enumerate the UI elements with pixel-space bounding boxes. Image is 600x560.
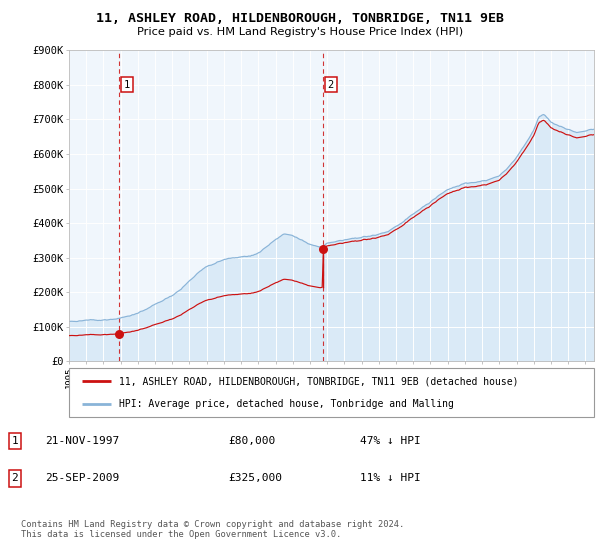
- Text: 2: 2: [11, 473, 19, 483]
- Text: Contains HM Land Registry data © Crown copyright and database right 2024.
This d: Contains HM Land Registry data © Crown c…: [21, 520, 404, 539]
- Text: 1: 1: [11, 436, 19, 446]
- Text: 47% ↓ HPI: 47% ↓ HPI: [360, 436, 421, 446]
- Text: 25-SEP-2009: 25-SEP-2009: [45, 473, 119, 483]
- Text: £80,000: £80,000: [228, 436, 275, 446]
- Text: 11, ASHLEY ROAD, HILDENBOROUGH, TONBRIDGE, TN11 9EB (detached house): 11, ASHLEY ROAD, HILDENBOROUGH, TONBRIDG…: [119, 376, 518, 386]
- Text: HPI: Average price, detached house, Tonbridge and Malling: HPI: Average price, detached house, Tonb…: [119, 399, 454, 409]
- Text: 2: 2: [328, 80, 334, 90]
- Text: 11% ↓ HPI: 11% ↓ HPI: [360, 473, 421, 483]
- Text: Price paid vs. HM Land Registry's House Price Index (HPI): Price paid vs. HM Land Registry's House …: [137, 27, 463, 37]
- FancyBboxPatch shape: [69, 368, 594, 417]
- Text: 21-NOV-1997: 21-NOV-1997: [45, 436, 119, 446]
- Text: 1: 1: [124, 80, 130, 90]
- Text: 11, ASHLEY ROAD, HILDENBOROUGH, TONBRIDGE, TN11 9EB: 11, ASHLEY ROAD, HILDENBOROUGH, TONBRIDG…: [96, 12, 504, 25]
- Text: £325,000: £325,000: [228, 473, 282, 483]
